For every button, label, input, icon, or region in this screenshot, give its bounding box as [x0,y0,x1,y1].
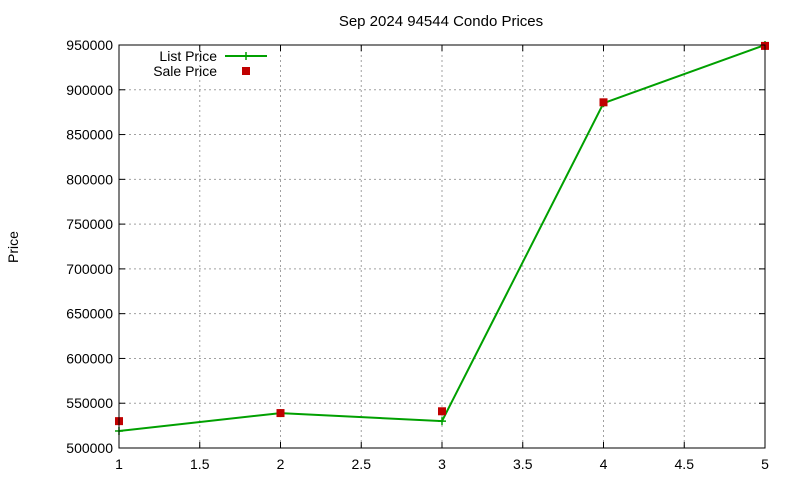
x-tick-label: 3.5 [513,456,533,472]
sale-price-point [599,98,608,107]
x-tick-label: 1.5 [190,456,210,472]
legend-label: Sale Price [153,63,217,79]
x-tick-label: 5 [761,456,769,472]
y-axis-label: Price [5,231,21,263]
legend-label: List Price [159,48,217,64]
chart-title: Sep 2024 94544 Condo Prices [339,13,543,30]
y-tick-label: 900000 [66,82,113,98]
y-tick-label: 850000 [66,127,113,143]
legend-swatch-marker [242,67,250,75]
sale-price-point [438,407,446,416]
legend-swatch-marker [242,52,250,60]
y-tick-label: 950000 [66,37,113,53]
series-line-list-price [118,44,766,432]
x-tick-label: 4.5 [675,456,695,472]
x-tick-label: 2.5 [352,456,372,472]
list-price-point [438,417,446,426]
series-layer [115,41,769,435]
x-tick-label: 1 [115,456,123,472]
x-tick-label: 4 [600,456,608,472]
x-tick-label: 2 [277,456,285,472]
y-tick-label: 700000 [66,261,113,277]
sale-price-point [276,409,285,418]
y-tick-label: 600000 [66,350,113,366]
y-tick-label: 550000 [66,395,113,411]
y-tick-label: 650000 [66,306,113,322]
y-tick-label: 500000 [66,440,113,456]
grid [118,44,766,449]
x-tick-label: 3 [438,456,446,472]
y-tick-label: 750000 [66,216,113,232]
tick-labels: 1 1.5 2 2.5 3 3.5 4 4.5 5 500000 550000 600000 65000… [66,37,769,472]
y-tick-label: 800000 [66,171,113,187]
